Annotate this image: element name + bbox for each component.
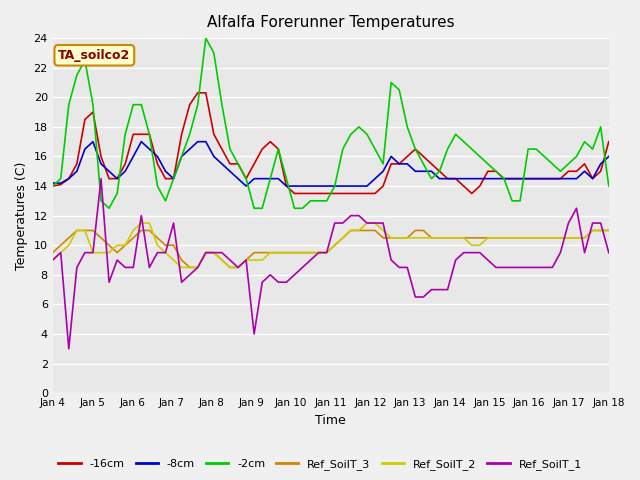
Text: TA_soilco2: TA_soilco2 (58, 49, 131, 62)
X-axis label: Time: Time (316, 414, 346, 427)
Legend: -16cm, -8cm, -2cm, Ref_SoilT_3, Ref_SoilT_2, Ref_SoilT_1: -16cm, -8cm, -2cm, Ref_SoilT_3, Ref_Soil… (54, 455, 586, 474)
Y-axis label: Temperatures (C): Temperatures (C) (15, 161, 28, 270)
Title: Alfalfa Forerunner Temperatures: Alfalfa Forerunner Temperatures (207, 15, 454, 30)
